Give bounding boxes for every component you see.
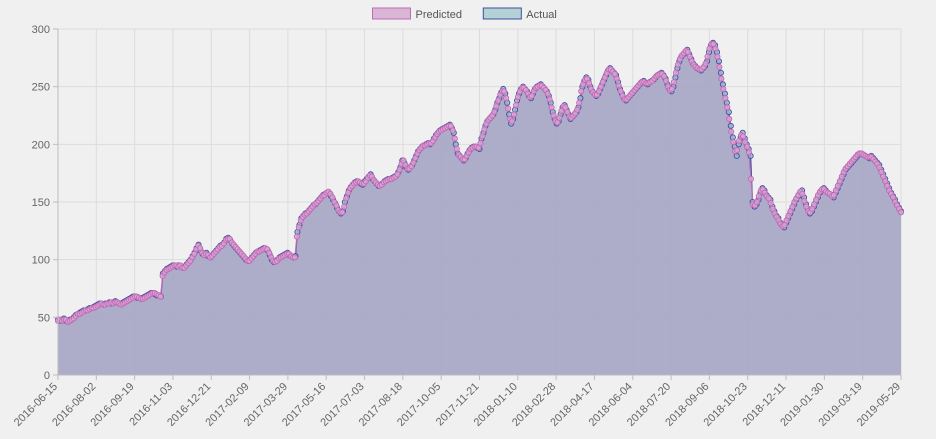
predicted-data-point <box>736 137 743 144</box>
predicted-data-point <box>512 102 520 109</box>
predicted-data-point <box>740 133 747 140</box>
predicted-data-point <box>730 138 737 146</box>
predicted-data-point <box>799 190 806 197</box>
y-tick-label: 200 <box>32 139 50 151</box>
predicted-data-point <box>724 104 731 111</box>
predicted-data-point <box>343 195 350 202</box>
legend-item-predicted[interactable]: Predicted <box>372 7 462 21</box>
y-tick-label: 250 <box>32 82 50 94</box>
predicted-data-point <box>505 105 512 112</box>
predicted-data-point <box>728 128 735 135</box>
predicted-data-point <box>615 82 622 89</box>
predicted-data-point <box>576 99 583 106</box>
predicted-data-point <box>670 79 678 86</box>
predicted-data-point <box>801 197 808 204</box>
predicted-data-point <box>663 77 670 84</box>
predicted-data-point <box>716 64 723 71</box>
predicted-data-point <box>495 97 502 104</box>
predicted-data-point <box>714 53 721 60</box>
predicted-data-point <box>747 175 755 182</box>
predicted-data-point <box>613 75 620 82</box>
predicted-data-point <box>672 69 679 76</box>
predicted-data-point <box>509 118 516 125</box>
y-tick-label: 100 <box>32 255 50 267</box>
predicted-data-point <box>734 147 741 154</box>
predicted-data-point <box>514 94 522 101</box>
predicted-data-point <box>501 88 508 95</box>
predicted-data-point <box>548 104 555 111</box>
predicted-data-point <box>550 112 557 119</box>
predicted-data-point <box>449 127 456 134</box>
predicted-data-point <box>702 60 709 67</box>
predicted-data-point <box>157 293 164 300</box>
predicted-data-point <box>510 111 518 118</box>
predicted-data-point <box>753 198 760 206</box>
legend-label: Predicted <box>416 9 462 21</box>
actual-data-point <box>717 69 724 76</box>
predicted-data-point <box>339 209 346 216</box>
predicted-data-point <box>586 80 593 87</box>
predicted-data-point <box>712 45 719 52</box>
predicted-data-point <box>674 61 681 68</box>
predicted-data-point <box>491 108 498 116</box>
legend-swatch <box>372 7 411 20</box>
predicted-data-point <box>578 88 585 95</box>
predicted-data-point <box>479 133 486 140</box>
predicted-data-point <box>451 135 458 142</box>
predicted-data-point <box>453 145 460 152</box>
predicted-data-point <box>755 193 762 200</box>
y-tick-label: 300 <box>32 24 50 36</box>
predicted-data-point <box>341 203 348 210</box>
predicted-data-point <box>477 140 484 147</box>
legend-label: Actual <box>526 9 557 21</box>
predicted-data-point <box>574 106 581 113</box>
predicted-data-point <box>704 53 711 60</box>
predicted-data-point <box>767 200 774 207</box>
predicted-data-point <box>481 126 488 133</box>
predicted-data-point <box>295 224 302 231</box>
legend-item-actual[interactable]: Actual <box>482 7 557 21</box>
predicted-data-point <box>396 166 403 173</box>
predicted-data-point <box>745 149 753 156</box>
predicted-data-point <box>291 254 298 261</box>
predicted-data-point <box>726 115 733 123</box>
predicted-data-point <box>503 95 510 102</box>
predicted-data-point <box>546 96 553 103</box>
legend: Predicted Actual <box>372 7 557 21</box>
predicted-data-point <box>718 75 725 82</box>
predicted-data-point <box>544 90 551 97</box>
predicted-data-point <box>668 85 676 93</box>
actual-area-fill <box>58 42 901 376</box>
y-tick-label: 150 <box>32 197 50 209</box>
predicted-data-point <box>743 143 751 150</box>
predicted-data-point <box>556 114 563 121</box>
points-layer <box>54 39 905 326</box>
predicted-data-point <box>897 209 905 216</box>
predicted-data-point <box>293 233 300 240</box>
predicted-data-point <box>493 103 500 110</box>
predicted-data-point <box>720 85 727 93</box>
y-tick-label: 0 <box>44 370 50 382</box>
legend-swatch <box>482 7 522 20</box>
actual-data-point <box>727 122 734 129</box>
predicted-data-point <box>722 95 729 102</box>
y-tick-label: 50 <box>38 312 50 324</box>
